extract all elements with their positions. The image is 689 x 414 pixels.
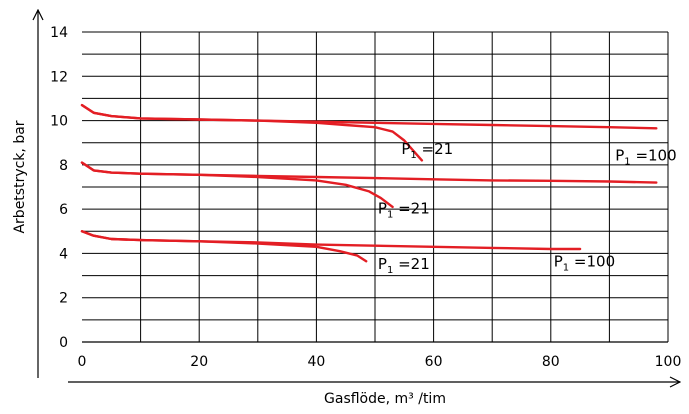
y-tick-label: 6 [59, 202, 68, 218]
x-axis-label: Gasflöde, m³ /tim [324, 391, 446, 407]
series-line-6 [80, 230, 368, 263]
curve-label: P1 =21 [401, 140, 453, 161]
x-tick-label: 40 [307, 354, 325, 370]
x-tick-label: 20 [190, 354, 208, 370]
x-tick-label: 60 [425, 354, 443, 370]
y-tick-label: 2 [59, 291, 68, 307]
series-group [80, 103, 658, 263]
y-tick-label: 8 [59, 158, 68, 174]
axes [38, 10, 680, 382]
y-tick-label: 10 [50, 114, 68, 130]
x-tick-label: 0 [78, 354, 87, 370]
series-line-2 [80, 103, 424, 162]
grid [82, 31, 669, 342]
x-tick-label: 100 [655, 354, 682, 370]
y-tick-label: 12 [50, 69, 68, 85]
series-line-4 [80, 161, 394, 209]
curve-label: P1 =21 [378, 255, 430, 276]
curve-label: P1 =21 [378, 200, 430, 221]
y-tick-label: 14 [50, 25, 68, 41]
y-tick-label: 4 [59, 246, 68, 262]
tick-labels: 0 20 40 60 80 100 0 2 4 6 8 10 12 14 [50, 25, 681, 370]
x-tick-label: 80 [542, 354, 560, 370]
series-line-3 [80, 161, 658, 184]
curve-label: P1 =100 [554, 253, 615, 274]
curve-label: P1 =100 [615, 146, 676, 167]
y-tick-label: 0 [59, 335, 68, 351]
y-axis-label: Arbetstryck, bar [12, 120, 28, 233]
series-line-1 [80, 103, 658, 130]
annotations: P1 =21 P1 =100 P1 =21 P1 =21 P1 =100 [378, 140, 677, 276]
